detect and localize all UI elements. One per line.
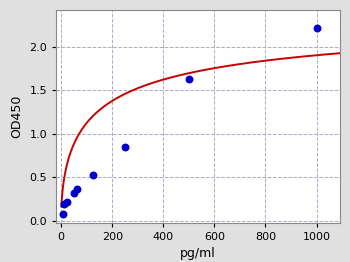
Point	[71, 191, 77, 195]
Point	[90, 173, 96, 177]
X-axis label: pg/ml: pg/ml	[180, 247, 216, 260]
Point	[74, 187, 80, 191]
Point	[60, 212, 65, 216]
Point	[314, 26, 319, 30]
Point	[186, 77, 191, 81]
Point	[122, 145, 128, 149]
Y-axis label: OD450: OD450	[10, 95, 24, 138]
Point	[62, 201, 67, 206]
Point	[65, 200, 70, 204]
